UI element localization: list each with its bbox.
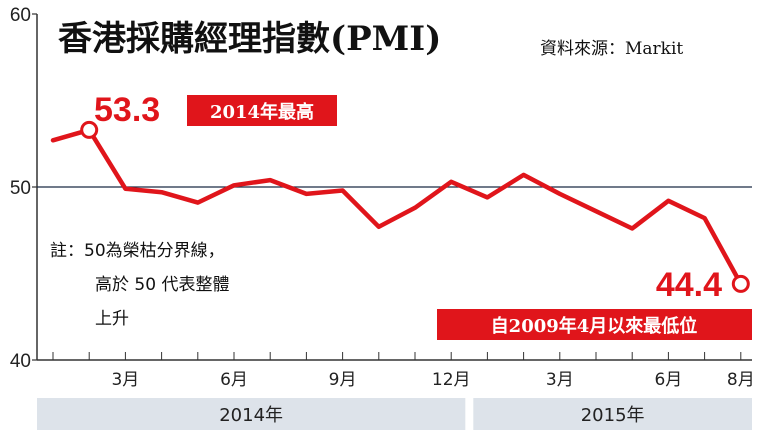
note-line-1: 註：50為榮枯分界線， [50,241,225,261]
x-tick-label: 9月 [329,370,357,390]
year-label: 2015年 [581,405,645,426]
x-tick-label: 3月 [111,370,139,390]
y-ticks: 40 50 60 [10,5,37,372]
x-ticks: 3月 6月 9月 12月 3月 6月 8月 [52,352,755,390]
year-band-cell [37,398,466,430]
high-value-label: 53.3 [94,91,160,129]
y-tick-label: 60 [10,5,31,26]
data-point [80,120,99,139]
year-band: 2014年 2015年 [37,398,752,430]
x-tick-label: 6月 [654,370,682,390]
source-label: 資料來源：Markit [540,39,683,59]
x-tick-label: 3月 [546,370,574,390]
low-tag-label: 自2009年4月以來最低位 [491,315,698,337]
year-band-cell [473,398,752,430]
low-value-label: 44.4 [656,266,722,304]
note-line-3: 上升 [95,309,129,329]
x-tick-label: 8月 [727,370,755,390]
y-tick-label: 50 [10,178,31,199]
year-label: 2014年 [219,405,283,426]
y-tick-label: 40 [10,351,31,372]
series-pmi [50,120,750,293]
data-point [731,274,750,293]
series-line [50,127,744,287]
chart-title: 香港採購經理指數(PMI) [58,19,441,59]
x-tick-label: 12月 [432,370,471,390]
high-tag-background [187,95,337,126]
note-line-2: 高於 50 代表整體 [95,275,229,295]
x-tick-label: 6月 [220,370,248,390]
high-tag-label: 2014年最高 [210,101,314,123]
low-tag-background [437,309,752,340]
